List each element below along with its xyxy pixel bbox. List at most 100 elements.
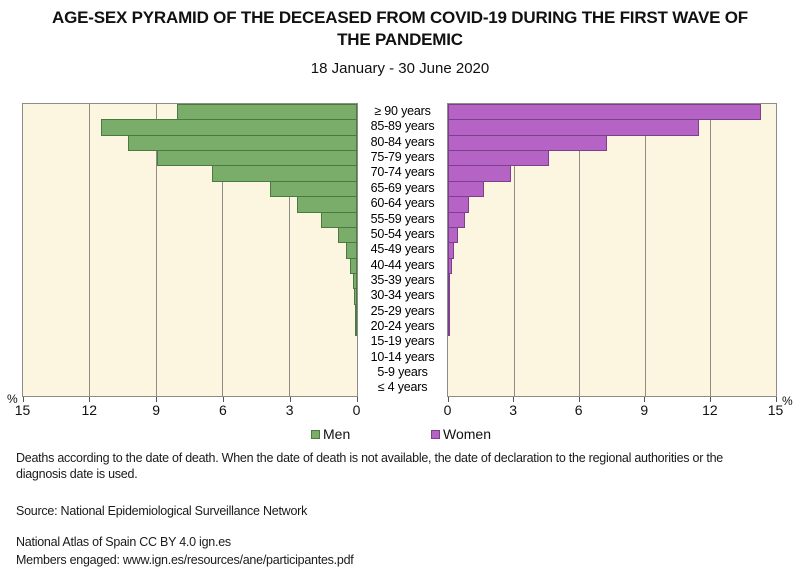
age-label-≥ 90 years: ≥ 90 years	[374, 104, 431, 118]
tick-mark-left-15	[22, 397, 24, 402]
tick-label-left-15: 15	[14, 402, 31, 418]
pyramid-bar-men-50-54 years	[338, 226, 357, 244]
age-label-30-34 years: 30-34 years	[370, 288, 435, 303]
pyramid-bar-men-≥ 90 years	[176, 104, 357, 121]
pyramid-bar-men-25-29 years	[355, 303, 357, 321]
legend-women-label: Women	[443, 426, 491, 442]
legend-women-swatch	[431, 429, 440, 439]
tick-mark-right-9	[644, 397, 646, 402]
tick-label-right-6: 6	[574, 402, 583, 418]
tick-mark-left-12	[89, 397, 91, 402]
percent-symbol-right: %	[782, 394, 793, 408]
age-label-10-14 years: 10-14 years	[370, 349, 435, 364]
pyramid-bar-women-65-69 years	[448, 180, 485, 198]
legend-men: Men	[311, 426, 351, 442]
tick-mark-right-3	[513, 397, 515, 402]
tick-mark-left-0	[356, 397, 358, 402]
chart-title-line-2: THE PANDEMIC	[337, 30, 463, 49]
pyramid-bar-women-85-89 years	[448, 119, 700, 136]
percent-symbol-left: %	[7, 392, 18, 406]
tick-mark-left-3	[289, 397, 291, 402]
pyramid-bar-men-55-59 years	[321, 211, 357, 228]
pyramid-bar-men-85-89 years	[100, 119, 357, 136]
tick-label-left-9: 9	[152, 402, 160, 418]
chart-subtitle: 18 January - 30 June 2020	[310, 60, 490, 77]
age-label-5-9 years: 5-9 years	[377, 365, 428, 380]
pyramid-bar-women-30-34 years	[448, 288, 450, 305]
age-label-20-24 years: 20-24 years	[370, 319, 435, 334]
age-label-25-29 years: 25-29 years	[370, 303, 435, 318]
age-label-35-39 years: 35-39 years	[370, 272, 435, 287]
tick-label-right-3: 3	[509, 402, 517, 418]
gridline-men-9	[155, 104, 157, 396]
gridline-men-12	[88, 104, 90, 396]
pyramid-bar-women-25-29 years	[448, 303, 450, 321]
gridline-women-3	[513, 104, 515, 396]
age-label-15-19 years: 15-19 years	[370, 334, 435, 349]
tick-label-right-0: 0	[443, 402, 452, 418]
tick-label-left-3: 3	[285, 402, 294, 418]
age-label-55-59 years: 55-59 years	[370, 211, 435, 226]
pyramid-bar-men-75-79 years	[156, 150, 357, 167]
gridline-men-6	[222, 104, 224, 396]
tick-mark-right-12	[709, 397, 711, 402]
footnote-attribution: National Atlas of Spain CC BY 4.0 ign.es	[16, 535, 231, 549]
pyramid-bar-women-80-84 years	[448, 134, 607, 152]
gridline-women-6	[579, 104, 581, 396]
footnote-method-line-2: diagnosis date is used.	[16, 467, 138, 481]
pyramid-bar-men-80-84 years	[127, 134, 357, 152]
pyramid-bar-women-70-74 years	[448, 165, 512, 182]
age-label-≤ 4 years: ≤ 4 years	[377, 380, 428, 395]
legend-men-swatch	[311, 429, 320, 439]
tick-mark-left-9	[156, 397, 158, 402]
pyramid-bar-men-60-64 years	[296, 196, 357, 213]
tick-label-left-6: 6	[218, 402, 227, 418]
pyramid-bar-women-60-64 years	[448, 196, 469, 213]
pyramid-bar-men-65-69 years	[270, 180, 357, 198]
tick-label-left-0: 0	[352, 402, 361, 418]
pyramid-panel-women	[447, 103, 777, 397]
age-label-60-64 years: 60-64 years	[370, 196, 435, 211]
age-label-50-54 years: 50-54 years	[370, 226, 435, 241]
age-label-65-69 years: 65-69 years	[370, 180, 435, 195]
pyramid-bar-women-50-54 years	[448, 226, 459, 244]
pyramid-bar-men-30-34 years	[354, 288, 357, 305]
age-label-40-44 years: 40-44 years	[370, 257, 435, 272]
pyramid-bar-women-20-24 years	[448, 319, 450, 336]
footnote-members: Members engaged: www.ign.es/resources/an…	[16, 553, 354, 567]
pyramid-bar-men-40-44 years	[350, 257, 357, 275]
tick-mark-right-15	[775, 397, 777, 402]
pyramid-bar-women-45-49 years	[448, 242, 454, 259]
tick-mark-right-0	[447, 397, 449, 402]
age-label-70-74 years: 70-74 years	[370, 165, 435, 180]
gridline-women-12	[710, 104, 712, 396]
pyramid-bar-men-70-74 years	[212, 165, 357, 182]
footnote-source: Source: National Epidemiological Surveil…	[16, 504, 308, 518]
tick-label-right-12: 12	[702, 402, 718, 418]
pyramid-bar-women-75-79 years	[448, 150, 549, 167]
gridline-women-9	[644, 104, 646, 396]
age-group-labels-column: ≥ 90 years 85-89 years 80-84 years 75-79 ye…	[358, 104, 447, 396]
age-label-45-49 years: 45-49 years	[370, 242, 435, 257]
age-label-85-89 years: 85-89 years	[370, 119, 435, 134]
footnote-method-line-1: Deaths according to the date of death. W…	[16, 451, 723, 465]
legend-women: Women	[431, 426, 491, 442]
legend-men-label: Men	[323, 426, 351, 442]
pyramid-bar-women-35-39 years	[448, 273, 451, 290]
pyramid-panel-men	[22, 103, 358, 397]
tick-label-left-12: 12	[81, 402, 98, 418]
age-label-75-79 years: 75-79 years	[370, 150, 435, 165]
pyramid-bar-men-35-39 years	[352, 273, 357, 290]
age-label-80-84 years: 80-84 years	[370, 134, 435, 149]
chart-title-line-1: AGE-SEX PYRAMID OF THE DECEASED FROM COV…	[52, 8, 748, 27]
pyramid-bar-women-40-44 years	[448, 257, 452, 275]
pyramid-bar-men-45-49 years	[345, 242, 357, 259]
tick-label-right-9: 9	[640, 402, 649, 418]
pyramid-bar-women-55-59 years	[448, 211, 466, 228]
pyramid-bar-men-20-24 years	[355, 319, 357, 336]
gridline-men-3	[289, 104, 291, 396]
tick-label-right-15: 15	[767, 402, 784, 418]
pyramid-bar-women-≥ 90 years	[448, 104, 761, 121]
tick-mark-left-6	[222, 397, 224, 402]
